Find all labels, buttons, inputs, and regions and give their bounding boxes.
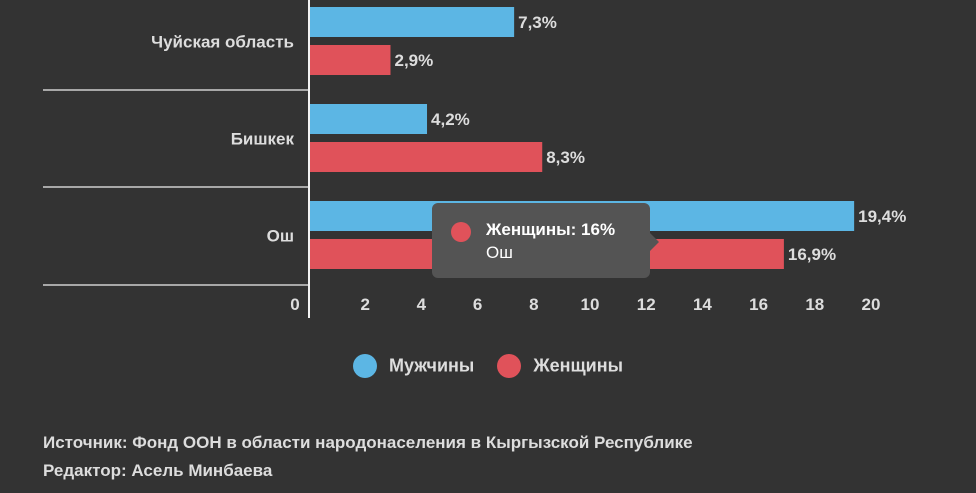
data-label: 16,9%: [788, 245, 836, 264]
x-tick-label: 0: [290, 295, 299, 314]
legend-label-men: Мужчины: [389, 355, 475, 376]
tooltip-title: Женщины: 16%: [486, 220, 616, 239]
x-tick-label: 12: [637, 295, 656, 314]
bar[interactable]: [309, 142, 543, 172]
tooltip-category: Ош: [486, 243, 513, 262]
bar[interactable]: [309, 45, 391, 75]
x-tick-label: 18: [805, 295, 824, 314]
tooltip-series-dot: [451, 222, 471, 242]
category-label: Чуйская область: [151, 33, 294, 52]
legend-label-women: Женщины: [533, 355, 623, 376]
legend-item-men[interactable]: Мужчины: [353, 354, 474, 378]
legend-dot-women: [497, 354, 522, 378]
chart-tooltip: Женщины: 16% Ош: [432, 203, 659, 278]
category-label: Бишкек: [231, 130, 295, 149]
x-tick-label: 10: [581, 295, 600, 314]
source-note: Источник: Фонд ООН в области народонасел…: [43, 433, 693, 452]
legend-dot-men: [353, 354, 377, 378]
category-label: Ош: [267, 227, 294, 246]
data-label: 8,3%: [546, 148, 585, 167]
x-tick-label: 4: [417, 295, 427, 314]
x-tick-label: 20: [862, 295, 881, 314]
x-tick-label: 16: [749, 295, 768, 314]
data-label: 19,4%: [858, 207, 906, 226]
data-label: 7,3%: [518, 13, 557, 32]
legend-item-women[interactable]: Женщины: [497, 354, 623, 378]
data-label: 4,2%: [431, 110, 470, 129]
editor-note: Редактор: Асель Минбаева: [43, 461, 273, 480]
x-tick-label: 2: [360, 295, 369, 314]
bar[interactable]: [309, 7, 515, 37]
bar-chart: 7,3% 2,9% Чуйская область 4,2% 8,3% Бишкек 19,…: [43, 0, 906, 318]
x-tick-label: 14: [693, 295, 712, 314]
x-tick-label: 8: [529, 295, 538, 314]
bar[interactable]: [309, 104, 428, 134]
data-label: 2,9%: [394, 51, 433, 70]
chart-footer: Источник: Фонд ООН в области народонасел…: [43, 429, 693, 485]
x-tick-label: 6: [473, 295, 482, 314]
chart-legend: Мужчины Женщины: [0, 354, 976, 378]
